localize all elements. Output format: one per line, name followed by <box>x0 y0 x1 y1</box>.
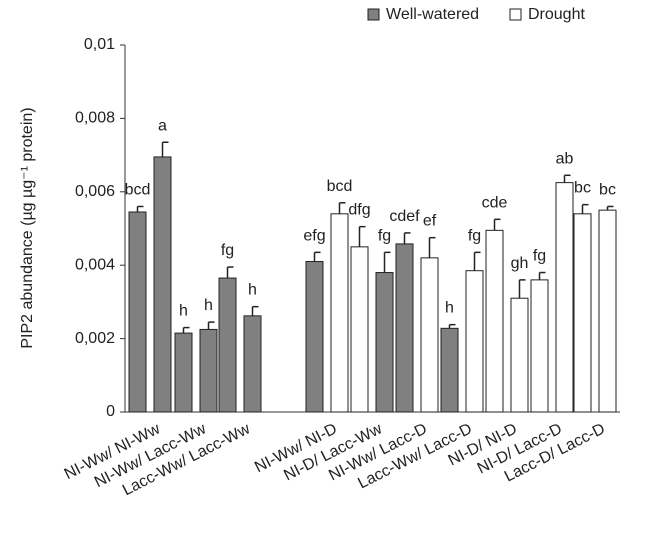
bar <box>420 257 439 413</box>
significance-letter: efg <box>303 227 325 244</box>
bar <box>465 270 484 413</box>
bar <box>510 297 529 413</box>
significance-letter: ab <box>556 150 574 167</box>
significance-letter: fg <box>378 227 391 244</box>
significance-letter: cde <box>482 194 508 211</box>
y-tick-label: 0,006 <box>75 183 115 200</box>
legend-swatch <box>367 8 380 21</box>
bar <box>598 209 617 413</box>
y-tick-label: 0,002 <box>75 330 115 347</box>
significance-letter: gh <box>511 255 529 272</box>
bar <box>218 277 237 413</box>
legend-label: Drought <box>528 6 585 23</box>
y-tick-label: 0 <box>106 403 115 420</box>
bar <box>128 211 147 413</box>
significance-letter: h <box>179 303 188 320</box>
significance-letter: bc <box>599 181 616 198</box>
bar <box>485 229 504 413</box>
significance-letter: bc <box>574 180 591 197</box>
bar <box>199 328 218 413</box>
legend-label: Well-watered <box>386 6 479 23</box>
bar <box>330 213 349 413</box>
significance-letter: fg <box>533 248 546 265</box>
bar <box>573 213 592 413</box>
significance-letter: ef <box>423 213 437 230</box>
significance-letter: h <box>248 282 257 299</box>
significance-letter: bcd <box>125 181 151 198</box>
legend-swatch <box>509 8 522 21</box>
y-axis-label: PIP2 abundance (µg µg⁻¹ protein) <box>19 107 36 348</box>
bar <box>440 327 459 413</box>
bar <box>153 156 172 413</box>
significance-letter: fg <box>221 242 234 259</box>
significance-letter: dfg <box>348 202 370 219</box>
significance-letter: a <box>158 117 167 134</box>
bar <box>305 261 324 413</box>
bar <box>174 332 193 413</box>
significance-letter: h <box>445 300 454 317</box>
y-tick-label: 0,01 <box>84 36 115 53</box>
significance-letter: fg <box>468 227 481 244</box>
significance-letter: cdef <box>389 208 420 225</box>
significance-letter: bcd <box>327 178 353 195</box>
y-tick-label: 0,004 <box>75 256 115 273</box>
bar <box>350 246 369 413</box>
bar <box>375 272 394 413</box>
bar <box>530 279 549 413</box>
bar <box>243 315 262 413</box>
bar <box>555 182 574 413</box>
y-tick-label: 0,008 <box>75 110 115 127</box>
significance-letter: h <box>204 297 213 314</box>
bar <box>395 243 414 413</box>
